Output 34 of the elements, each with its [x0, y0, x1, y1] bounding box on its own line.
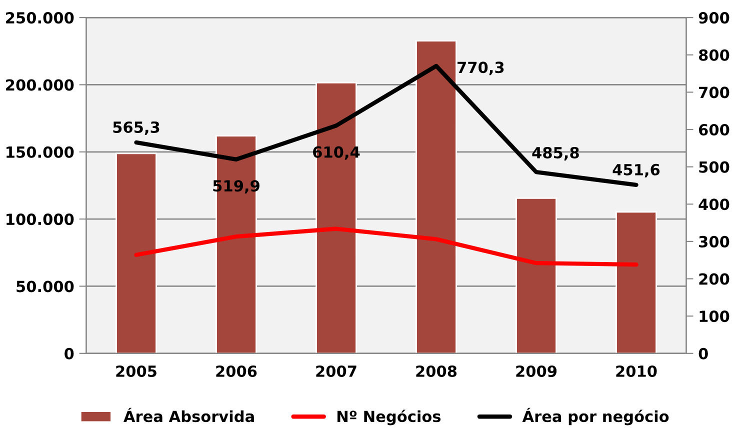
data-label: 565,3	[113, 121, 160, 135]
y2-tick-label: 800	[698, 49, 730, 61]
x-tick-label: 2010	[616, 365, 657, 378]
y2-tick-label: 500	[699, 161, 730, 173]
legend-label: Área por negócio	[522, 408, 669, 426]
data-label: 451,6	[612, 164, 660, 178]
y-tick-label: 0	[64, 348, 74, 360]
y2-tick-label: 100	[700, 310, 730, 322]
y2-tick-label: 300	[699, 236, 730, 248]
y-tick-label: 250.000	[6, 12, 74, 24]
x-tick-label: 2009	[516, 365, 557, 378]
bar	[616, 211, 657, 354]
line-series	[134, 226, 638, 267]
data-label: 770,3	[458, 62, 504, 76]
bar	[416, 40, 457, 354]
y-tick-label: 200.000	[6, 79, 74, 91]
y-tick-label: 150.000	[6, 146, 74, 158]
bar	[116, 152, 157, 354]
x-tick-label: 2007	[316, 365, 356, 378]
x-tick-label: 2008	[416, 365, 457, 378]
y2-tick-label: 600	[699, 124, 730, 136]
y2-tick-label: 900	[698, 12, 730, 24]
x-tick-label: 2006	[216, 365, 257, 378]
y-tick-label: 100.000	[6, 214, 74, 226]
data-label: 485,8	[532, 146, 579, 160]
y2-tick-label: 0	[698, 348, 708, 360]
y2-tick-label: 200	[699, 273, 730, 285]
legend-label: Área Absorvida	[124, 408, 254, 422]
x-tick-label: 2005	[116, 365, 156, 378]
y2-tick-label: 400	[698, 198, 730, 210]
y-tick-label: 50.000	[16, 280, 74, 292]
legend-label: Nº Negócios	[337, 410, 441, 426]
bar	[516, 198, 557, 354]
y2-tick-label: 700	[699, 86, 730, 98]
